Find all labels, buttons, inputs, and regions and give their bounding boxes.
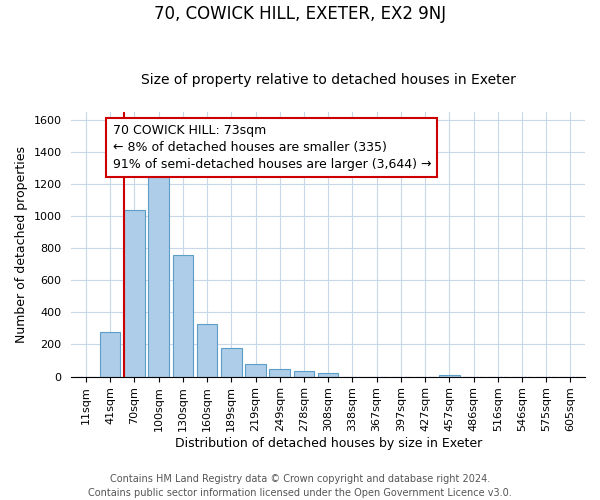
Bar xyxy=(124,210,145,376)
Y-axis label: Number of detached properties: Number of detached properties xyxy=(15,146,28,342)
Text: Contains HM Land Registry data © Crown copyright and database right 2024.
Contai: Contains HM Land Registry data © Crown c… xyxy=(88,474,512,498)
Bar xyxy=(148,177,169,376)
Bar xyxy=(293,371,314,376)
Bar xyxy=(197,324,217,376)
X-axis label: Distribution of detached houses by size in Exeter: Distribution of detached houses by size … xyxy=(175,437,482,450)
Title: Size of property relative to detached houses in Exeter: Size of property relative to detached ho… xyxy=(141,73,515,87)
Text: 70 COWICK HILL: 73sqm
← 8% of detached houses are smaller (335)
91% of semi-deta: 70 COWICK HILL: 73sqm ← 8% of detached h… xyxy=(113,124,431,171)
Bar xyxy=(439,375,460,376)
Bar xyxy=(221,348,242,376)
Bar xyxy=(173,256,193,376)
Bar xyxy=(269,368,290,376)
Bar xyxy=(100,332,121,376)
Bar xyxy=(318,374,338,376)
Text: 70, COWICK HILL, EXETER, EX2 9NJ: 70, COWICK HILL, EXETER, EX2 9NJ xyxy=(154,5,446,23)
Bar xyxy=(245,364,266,376)
